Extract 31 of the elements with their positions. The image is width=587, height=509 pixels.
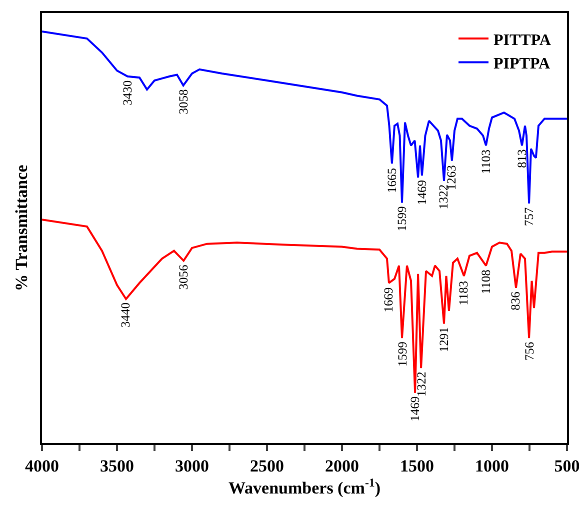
annotation: 1599 [394, 206, 409, 232]
annotation: 1669 [382, 287, 396, 312]
annotation: 1469 [414, 180, 429, 205]
annotation: 1599 [395, 342, 410, 367]
legend-label: PIPTPA [494, 56, 551, 73]
legend-label: PITTPA [494, 32, 552, 49]
x-tick-label: 1000 [475, 456, 509, 476]
annotation: 3058 [176, 89, 190, 114]
x-tick-label: 3500 [100, 456, 134, 476]
annotation: 1322 [414, 372, 428, 397]
annotation: 756 [522, 342, 536, 361]
x-tick-label: 2500 [250, 456, 284, 476]
y-axis-title: % Transmittance [12, 164, 32, 292]
annotation: 3430 [120, 80, 135, 106]
x-tick-label: 500 [554, 456, 580, 476]
annotation: 813 [515, 149, 529, 168]
annotation: 757 [522, 207, 536, 226]
annotation: 1108 [478, 270, 493, 294]
annotation: 1103 [479, 149, 493, 174]
x-tick-label: 3000 [175, 456, 209, 476]
x-tick-label: 4000 [25, 456, 59, 476]
annotation: 1665 [384, 168, 399, 194]
annotation: 3440 [118, 302, 133, 328]
annotation: 1291 [436, 327, 451, 352]
annotation: 1183 [456, 280, 471, 306]
x-axis-title: Wavenumbers (cm$^{-1}$) [228, 475, 381, 498]
annotation: 1469 [408, 396, 422, 422]
x-tick-label: 2000 [325, 456, 359, 476]
x-tick-label: 1500 [400, 456, 434, 476]
annotation: 3056 [176, 264, 190, 290]
annotation: 836 [508, 292, 523, 310]
